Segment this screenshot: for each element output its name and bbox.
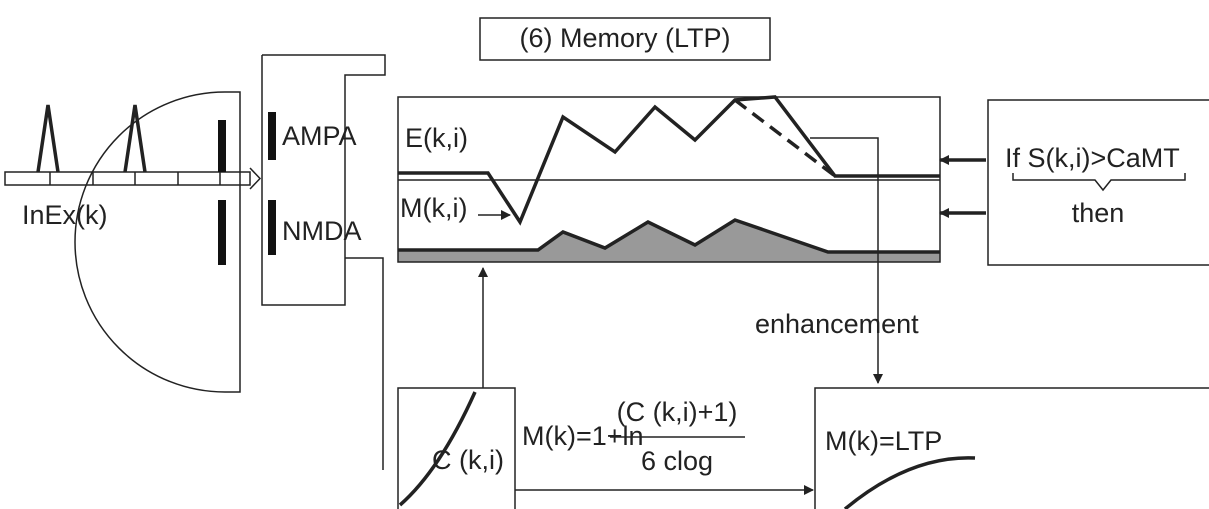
calcium-label: C (k,i) [432,445,504,475]
upper-label: E(k,i) [405,123,468,153]
result-curve [843,456,976,509]
formula-numerator: (C (k,i)+1) [617,397,738,427]
condition: If S(k,i)>CaMT [1005,143,1180,173]
title-box [479,17,771,61]
arrow [810,137,883,384]
formula-lhs: M(k)=1+ln [522,421,644,451]
title: (6) Memory (LTP) [519,23,730,53]
brace [1012,173,1186,192]
enhancement-label: enhancement [755,309,919,339]
plot [397,95,941,263]
then-label: then [1072,198,1125,228]
receptor-label: NMDA [282,216,362,246]
input-label: InEx(k) [22,200,108,230]
result-box [814,387,1209,509]
result-label: M(k)=LTP [825,426,942,456]
presynaptic [4,91,262,393]
formula-denominator: 6 clog [641,446,713,476]
receptor-label: AMPA [282,121,357,151]
postsynaptic [261,54,386,470]
calcium-curve [398,391,477,507]
lower-label: M(k,i) [400,193,467,223]
condition-box [987,99,1209,266]
calcium-box [397,387,516,509]
